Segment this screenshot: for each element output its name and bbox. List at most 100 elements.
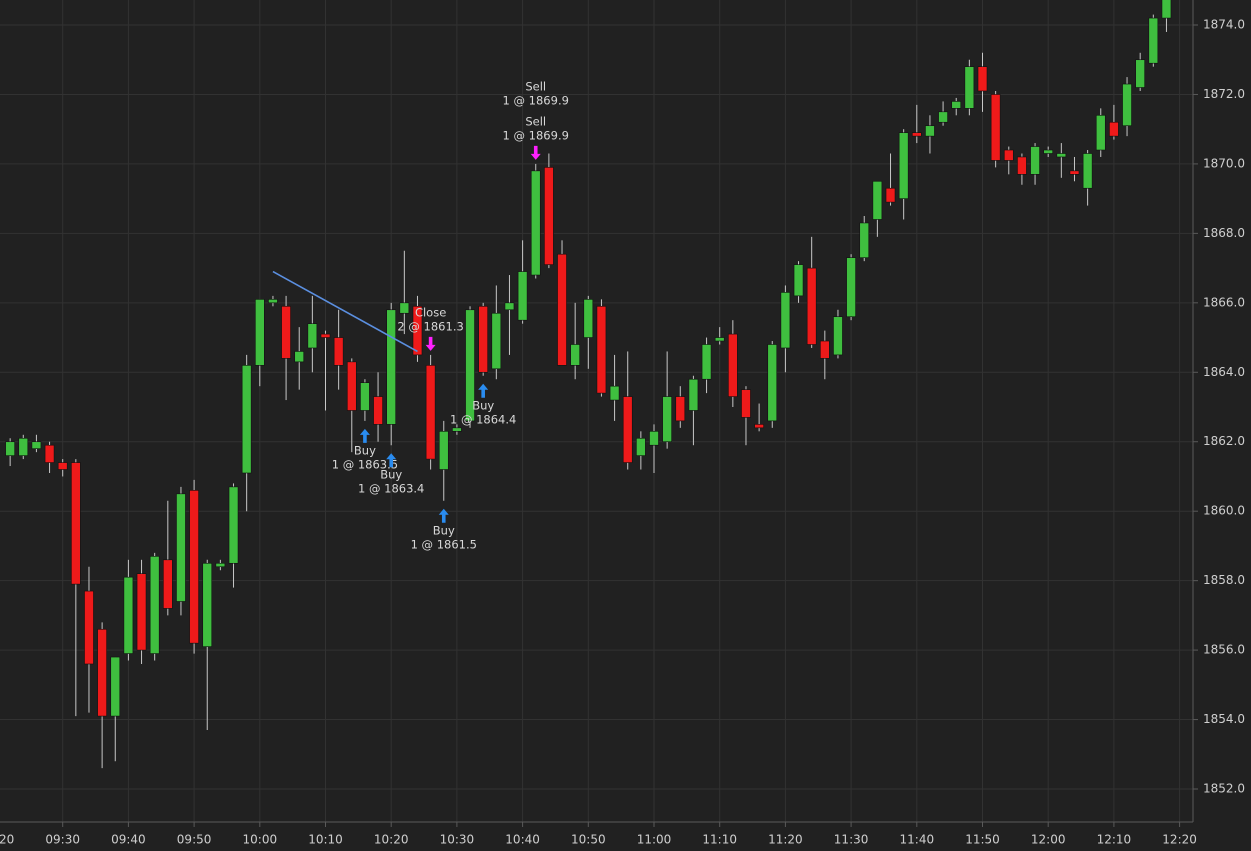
y-tick-label: 1860.0 <box>1203 504 1245 518</box>
candle-body <box>84 590 94 665</box>
candle-body <box>255 299 265 366</box>
candle-body <box>465 309 475 422</box>
candle-body <box>307 323 318 349</box>
axes: 1852.0 1854.0 1856.0 1858.0 1860.0 1862.0 1864… <box>0 18 1245 847</box>
candle-body <box>1095 114 1106 151</box>
candle-body <box>530 170 541 276</box>
candle-body <box>885 187 896 203</box>
x-tick-label: 09:40 <box>111 833 146 847</box>
candle-body <box>320 333 331 338</box>
candle-body <box>360 382 370 411</box>
trade-label: Sell <box>525 79 546 93</box>
x-tick-label: 10:30 <box>440 833 475 847</box>
x-tick-label: 12:10 <box>1097 833 1132 847</box>
candle-body <box>163 559 173 609</box>
trendline <box>272 270 418 353</box>
candle-body <box>938 111 948 123</box>
y-tick-label: 1856.0 <box>1203 643 1245 657</box>
sell-arrow <box>425 336 436 351</box>
y-tick-label: 1852.0 <box>1203 782 1245 796</box>
candle-body <box>31 441 42 449</box>
candle-body <box>110 656 121 717</box>
y-tick-label: 1854.0 <box>1203 712 1245 726</box>
candle-body <box>701 344 712 380</box>
y-tick-label: 1858.0 <box>1203 573 1245 587</box>
candle-body <box>438 431 449 470</box>
candle-body <box>1003 149 1014 161</box>
trade-label: 1 @ 1861.5 <box>411 537 477 551</box>
trade-label: Buy <box>380 468 402 482</box>
candle-body <box>1135 59 1145 88</box>
candle-body <box>583 299 594 338</box>
x-tick-label: 10:00 <box>243 833 278 847</box>
candle-body <box>517 271 528 321</box>
y-tick-label: 1866.0 <box>1203 295 1245 309</box>
candle-body <box>1161 0 1172 19</box>
trade-label: Close <box>415 305 446 319</box>
candle-body <box>1030 146 1040 175</box>
candle-body <box>728 333 738 397</box>
candle-body <box>754 424 764 429</box>
candle-body <box>452 427 462 432</box>
candle-body <box>833 316 843 356</box>
candle-body <box>491 312 502 370</box>
candle-body <box>977 66 988 92</box>
trade-label: 1 @ 1863.4 <box>358 482 424 496</box>
candle-body <box>714 337 725 342</box>
candle-body <box>373 396 383 425</box>
candle-body <box>911 132 922 137</box>
x-tick-label: 11:10 <box>702 833 737 847</box>
candle-body <box>1043 149 1053 154</box>
candle-body <box>675 396 686 422</box>
candle-body <box>71 462 81 585</box>
candle-body <box>123 576 134 654</box>
candle-body <box>136 573 147 651</box>
candle-body <box>636 437 646 456</box>
trade-label: 1 @ 1864.4 <box>450 412 516 426</box>
y-tick-label: 1874.0 <box>1203 18 1245 32</box>
candle-body <box>241 365 252 474</box>
candle-body <box>44 444 55 463</box>
trade-label: Buy <box>433 523 455 537</box>
candle-body <box>149 556 160 654</box>
candle-body <box>557 253 567 366</box>
candle-body <box>780 292 791 349</box>
candle-body <box>688 378 699 411</box>
candle-body <box>649 431 659 446</box>
candle-body <box>399 302 410 314</box>
candle-body <box>386 309 397 425</box>
candle-body <box>1109 121 1119 137</box>
candle-body <box>202 562 213 647</box>
trade-label: 1 @ 1869.9 <box>503 93 569 107</box>
candle-body <box>504 302 515 311</box>
x-tick-label: 12:20 <box>1162 833 1197 847</box>
candle-body <box>268 299 278 304</box>
buy-arrow <box>359 428 370 443</box>
x-tick-label: 11:40 <box>900 833 935 847</box>
candle-body <box>609 385 620 401</box>
candle-body <box>281 305 291 359</box>
candle-body <box>1017 156 1027 175</box>
candle-body <box>1082 153 1093 189</box>
candle-body <box>596 305 607 394</box>
candle-body <box>228 486 239 564</box>
y-tick-label: 1864.0 <box>1203 365 1245 379</box>
candle-body <box>622 396 633 463</box>
candle-body <box>859 222 870 258</box>
buy-arrow <box>478 383 489 398</box>
candle-body <box>176 493 186 602</box>
sell-arrow <box>530 145 541 160</box>
candle-body <box>964 66 975 109</box>
buy-arrow <box>438 508 449 523</box>
candle-body <box>478 305 488 373</box>
candle-body <box>1056 153 1067 158</box>
x-tick-label: 10:40 <box>505 833 540 847</box>
trade-label: 1 @ 1869.9 <box>503 128 569 142</box>
candle-body <box>215 562 226 568</box>
candle-body <box>1148 17 1159 64</box>
candle-body <box>872 180 883 220</box>
trade-label: Buy <box>472 398 494 412</box>
